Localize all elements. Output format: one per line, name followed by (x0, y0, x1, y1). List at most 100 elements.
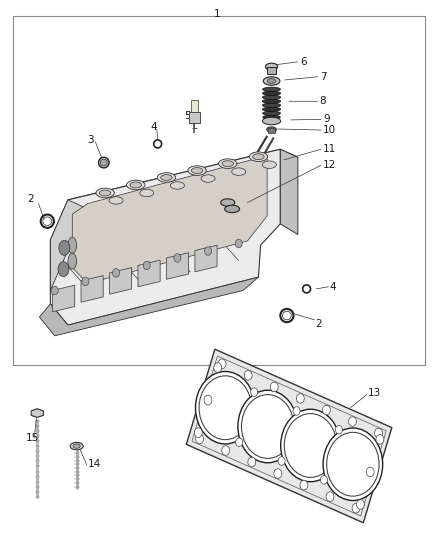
Text: 4: 4 (150, 122, 157, 132)
Ellipse shape (262, 95, 281, 100)
Ellipse shape (232, 168, 246, 175)
Polygon shape (53, 285, 75, 312)
Circle shape (281, 409, 340, 482)
Ellipse shape (262, 91, 281, 95)
Circle shape (143, 261, 150, 270)
Ellipse shape (262, 107, 281, 111)
Circle shape (357, 499, 364, 509)
Ellipse shape (68, 237, 77, 253)
Ellipse shape (253, 154, 264, 160)
Polygon shape (195, 245, 217, 272)
Text: 1: 1 (213, 9, 220, 19)
Polygon shape (31, 409, 43, 417)
Ellipse shape (262, 99, 281, 103)
Circle shape (374, 429, 382, 438)
Text: 14: 14 (88, 459, 101, 469)
Circle shape (321, 475, 328, 484)
Circle shape (82, 277, 89, 286)
Circle shape (196, 434, 204, 443)
Ellipse shape (267, 78, 276, 84)
Circle shape (297, 394, 304, 403)
Ellipse shape (96, 188, 114, 198)
Ellipse shape (188, 166, 206, 175)
Ellipse shape (249, 152, 268, 161)
Ellipse shape (68, 253, 77, 269)
Ellipse shape (263, 87, 280, 92)
Ellipse shape (127, 180, 145, 190)
Ellipse shape (161, 175, 172, 180)
Circle shape (274, 469, 282, 478)
Circle shape (244, 370, 252, 380)
Text: 6: 6 (300, 57, 307, 67)
Polygon shape (72, 156, 267, 284)
Ellipse shape (73, 444, 80, 448)
Polygon shape (110, 268, 132, 294)
Polygon shape (68, 149, 298, 208)
Circle shape (248, 457, 256, 467)
Circle shape (235, 239, 242, 248)
Text: 10: 10 (323, 125, 336, 135)
Text: 8: 8 (320, 96, 326, 106)
Ellipse shape (100, 159, 107, 166)
Ellipse shape (265, 63, 278, 70)
Circle shape (251, 388, 258, 397)
Circle shape (352, 503, 360, 513)
Text: 13: 13 (368, 389, 381, 398)
Ellipse shape (99, 157, 109, 168)
Text: 2: 2 (315, 319, 322, 328)
Text: 2: 2 (27, 195, 34, 204)
Circle shape (236, 438, 243, 447)
Circle shape (218, 359, 226, 369)
Ellipse shape (58, 262, 69, 277)
Ellipse shape (140, 189, 154, 197)
Bar (268, 128, 275, 133)
Ellipse shape (262, 161, 276, 168)
Circle shape (51, 286, 58, 295)
Circle shape (278, 457, 285, 465)
Ellipse shape (157, 173, 176, 182)
Circle shape (195, 372, 255, 444)
Polygon shape (50, 200, 85, 290)
Circle shape (204, 395, 212, 405)
Ellipse shape (263, 77, 280, 85)
Circle shape (214, 363, 222, 373)
Circle shape (222, 446, 230, 455)
Text: 9: 9 (323, 115, 330, 124)
Ellipse shape (130, 182, 141, 188)
Circle shape (238, 390, 297, 463)
Polygon shape (186, 349, 392, 523)
Ellipse shape (221, 199, 235, 206)
Polygon shape (39, 277, 258, 336)
Circle shape (326, 492, 334, 502)
Circle shape (366, 467, 374, 477)
Circle shape (336, 425, 343, 434)
Ellipse shape (170, 182, 184, 189)
Circle shape (113, 269, 120, 277)
Ellipse shape (109, 197, 123, 204)
Circle shape (194, 428, 202, 438)
Ellipse shape (263, 111, 280, 116)
Bar (267, 67, 276, 74)
Ellipse shape (225, 205, 240, 213)
Bar (189, 112, 200, 123)
Ellipse shape (191, 168, 203, 174)
Text: 11: 11 (323, 144, 336, 154)
Ellipse shape (222, 161, 233, 166)
Ellipse shape (267, 127, 276, 132)
Circle shape (322, 405, 330, 415)
Bar (191, 100, 198, 112)
Ellipse shape (219, 159, 237, 168)
Circle shape (300, 480, 308, 490)
Ellipse shape (201, 175, 215, 182)
Ellipse shape (262, 117, 281, 125)
Circle shape (349, 417, 357, 426)
Text: 4: 4 (329, 282, 336, 292)
Ellipse shape (70, 442, 83, 450)
Text: 15: 15 (25, 433, 39, 443)
Polygon shape (138, 260, 160, 287)
Circle shape (323, 428, 383, 500)
Circle shape (376, 434, 384, 444)
Text: 3: 3 (87, 135, 93, 144)
Polygon shape (81, 276, 103, 302)
Circle shape (205, 247, 212, 255)
